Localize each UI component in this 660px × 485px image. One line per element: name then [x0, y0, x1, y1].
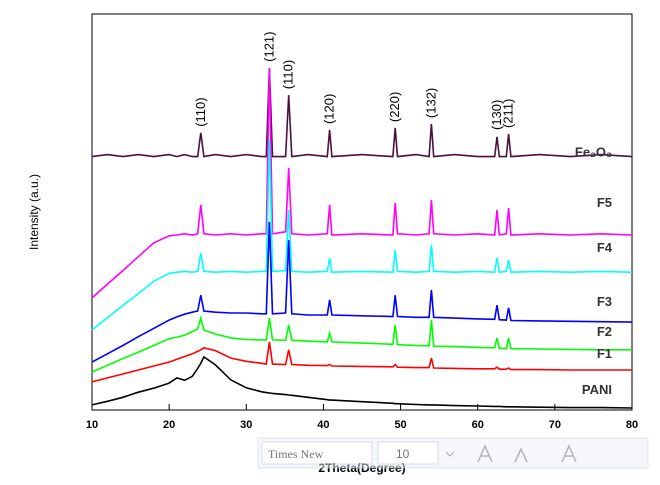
x-tick-label: 70 — [549, 419, 561, 431]
format-icons[interactable] — [477, 444, 577, 463]
x-tick-label: 80 — [626, 419, 638, 431]
font-box[interactable] — [261, 441, 373, 465]
peak-annotation: (121) — [261, 31, 276, 61]
peak-annotation: (132) — [423, 88, 438, 118]
x-tick-label: 40 — [317, 419, 329, 431]
peak-annotation: (211) — [501, 99, 516, 128]
series-label: F4 — [597, 240, 613, 255]
dropdown-arrow — [445, 451, 455, 457]
size-box[interactable] — [377, 441, 439, 465]
peak-annotation: (110) — [281, 60, 296, 89]
series-label: PANI — [582, 382, 612, 397]
font-name: Times New — [268, 447, 324, 461]
x-tick-label: 20 — [163, 419, 175, 431]
series-line — [91, 315, 632, 373]
peak-annotation: (120) — [322, 94, 337, 124]
series-line — [91, 139, 633, 331]
plot-frame — [91, 13, 633, 411]
series-label: F5 — [597, 195, 612, 210]
series-label: F2 — [597, 324, 612, 339]
x-tick-label: 60 — [472, 419, 484, 431]
x-tick-label: 30 — [240, 419, 252, 431]
series-line — [91, 341, 632, 383]
series-line — [91, 355, 633, 409]
x-tick-label: 10 — [86, 419, 98, 431]
series-label: F1 — [597, 346, 612, 361]
peak-annotation: (220) — [387, 92, 402, 122]
peak-annotation: (110) — [193, 97, 208, 126]
series-line — [91, 67, 633, 158]
series-line — [91, 221, 633, 363]
peak-annotation: (130) — [489, 100, 504, 130]
x-tick-label: 50 — [394, 419, 406, 431]
series-label: F3 — [597, 294, 612, 309]
toolbar: Times New 10 — [257, 437, 649, 469]
y-axis-label: Intensity (a.u.) — [27, 174, 41, 250]
series-label: Fe₂O₃ — [575, 145, 612, 160]
font-size: 10 — [396, 447, 410, 461]
series-line — [91, 67, 633, 299]
